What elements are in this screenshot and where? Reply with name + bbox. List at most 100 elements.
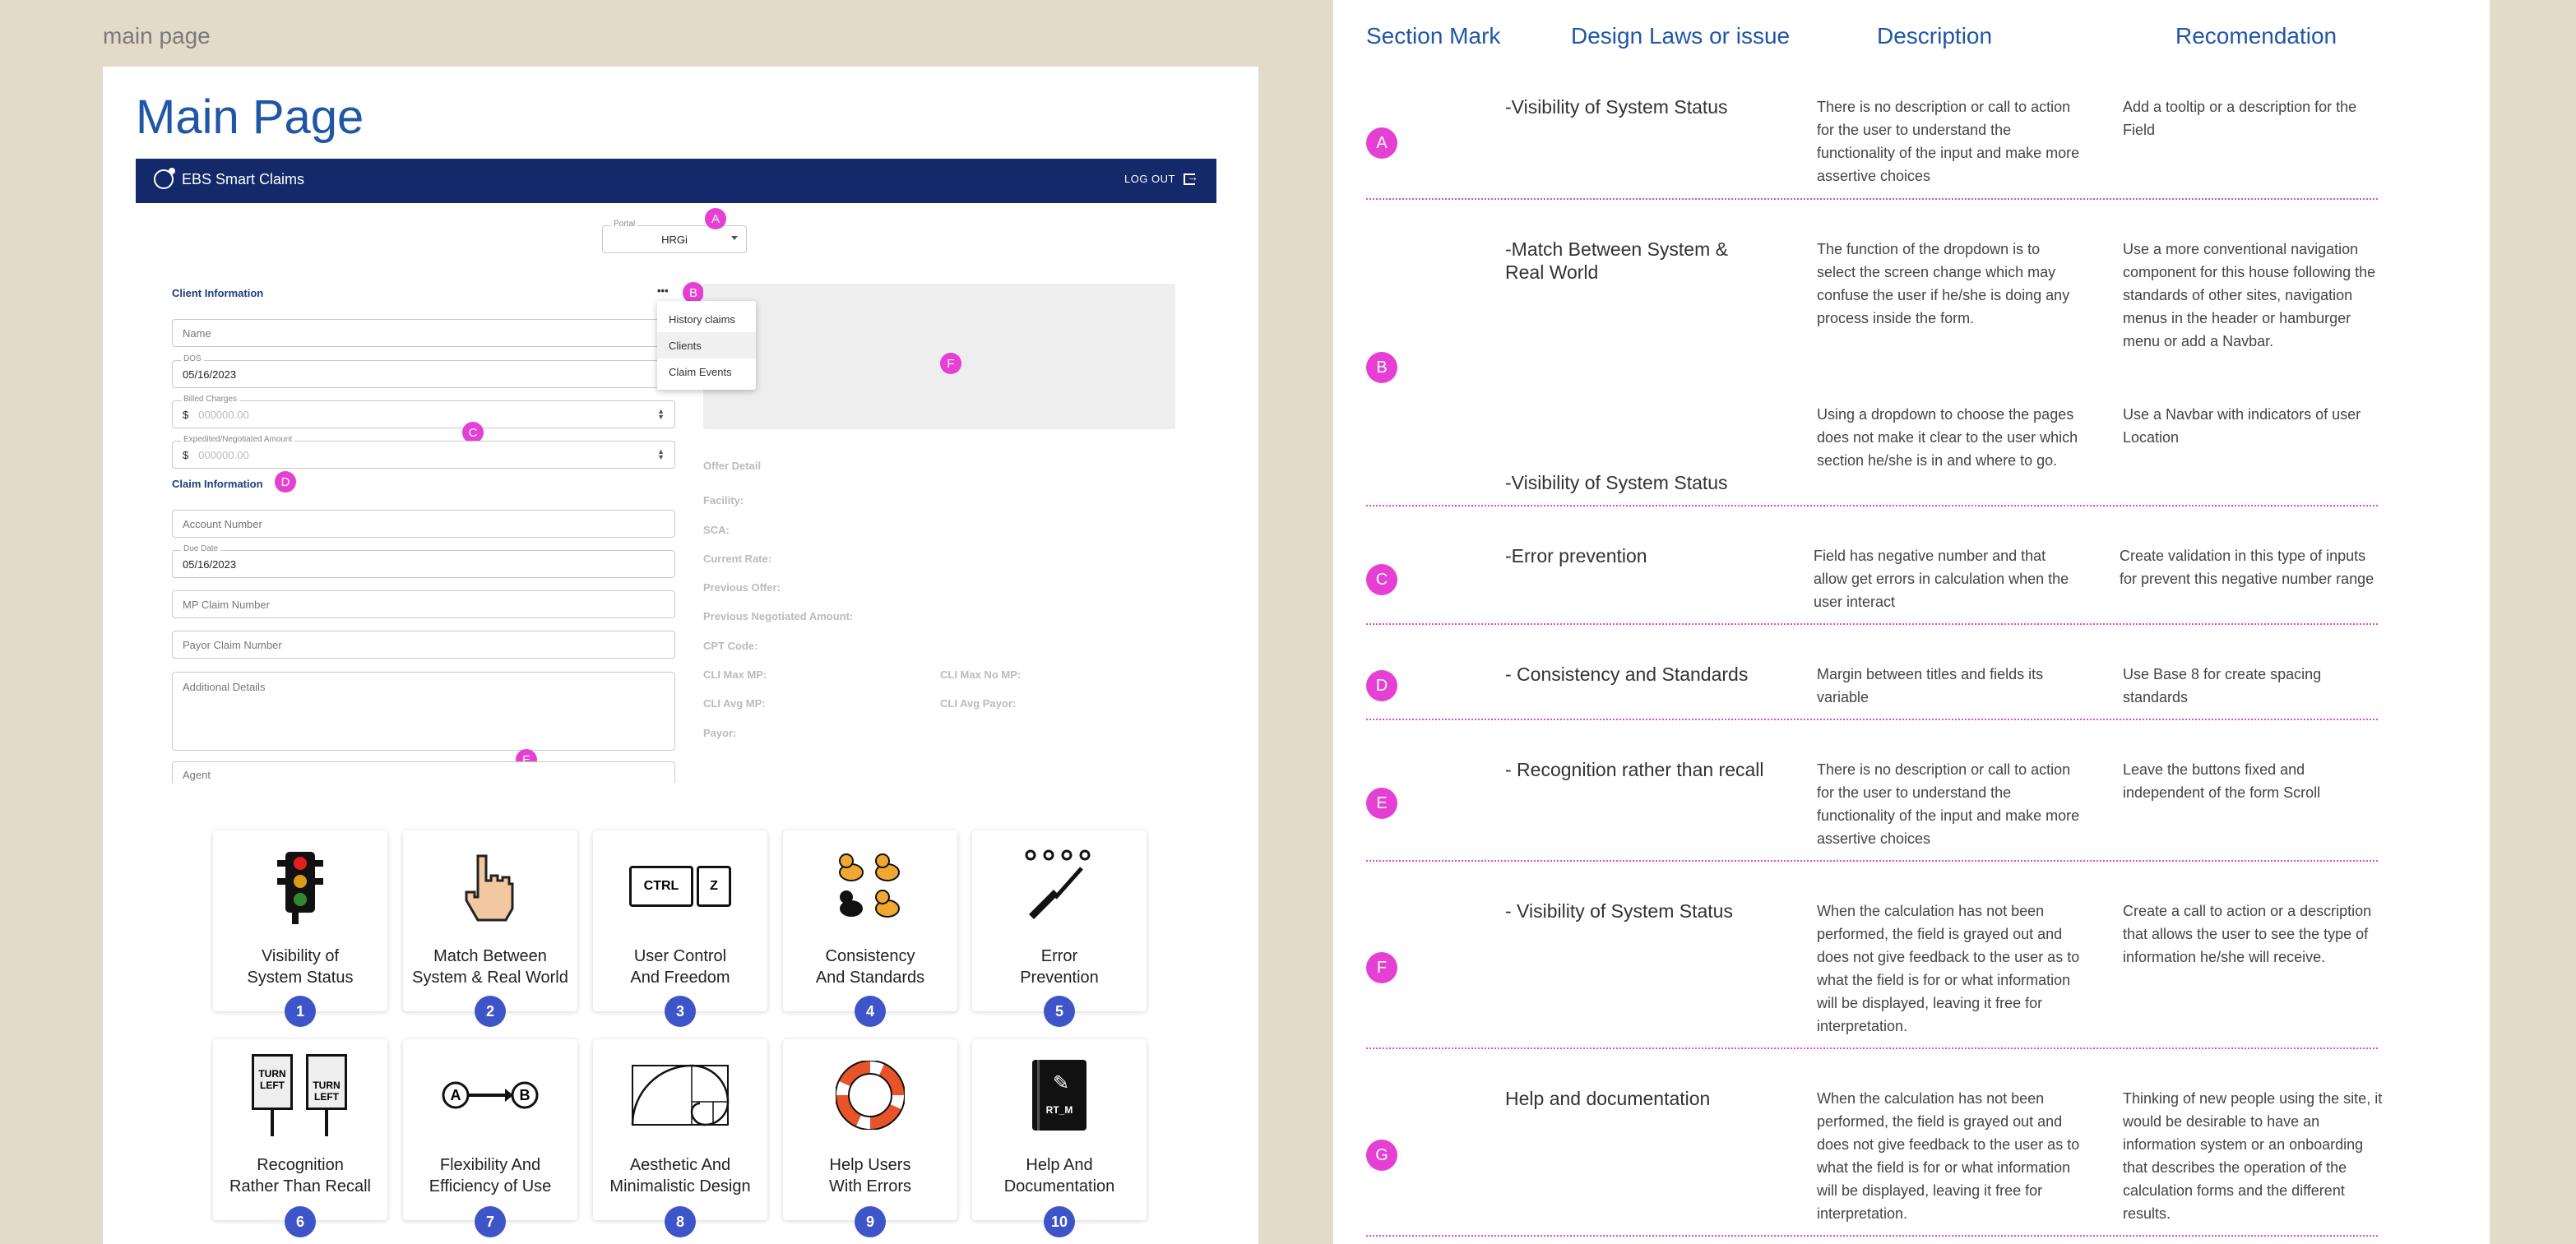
header-section-mark: Section Mark: [1366, 23, 1501, 49]
heuristic-label: Help And Documentation: [1003, 1156, 1115, 1195]
heuristic-label: Flexibility And Efficiency of Use: [429, 1156, 552, 1195]
recommendation: Add a tooltip or a description for the F…: [2123, 99, 2357, 138]
portal-select[interactable]: Portal HRGi: [602, 220, 747, 253]
brand[interactable]: EBS Smart Claims: [154, 168, 305, 189]
svg-text:B: B: [520, 1087, 530, 1103]
svg-text:A: A: [451, 1087, 461, 1103]
description: There is no description or call to actio…: [1817, 99, 2080, 184]
name-placeholder: Name: [183, 326, 211, 340]
cli-max-no-mp-label: CLI Max No MP:: [940, 668, 1022, 681]
agent-placeholder: Agent: [183, 769, 211, 781]
menu-item-history-claims[interactable]: History claims: [669, 312, 735, 326]
heuristic-card-2: Match Between System & Real World 2: [403, 830, 577, 1027]
description: There is no description or call to actio…: [1817, 761, 2080, 847]
heuristic-number-badge: 4: [855, 996, 886, 1027]
heuristic-label: Consistency And Standards: [815, 947, 925, 987]
mp-claim-number-field[interactable]: MP Claim Number: [172, 590, 675, 618]
payor-claim-placeholder: Payor Claim Number: [183, 638, 282, 651]
logout-button[interactable]: LOG OUT: [1124, 170, 1199, 186]
design-law: Help and documentation: [1505, 1088, 1711, 1109]
marker-f: F: [940, 353, 961, 374]
currency-symbol: $: [183, 408, 189, 421]
analysis-table: Section Mark Design Laws or issue Descri…: [1333, 0, 2490, 1244]
marker-b: B: [683, 282, 704, 303]
due-date-value: 05/16/2023: [183, 557, 237, 571]
table-row: A -Visibility of System Status There is …: [1366, 82, 2378, 200]
heuristic-number-badge: 10: [1044, 1206, 1075, 1237]
heuristic-number-badge: 5: [1044, 996, 1075, 1027]
heuristic-card-5: Error Prevention 5: [972, 830, 1147, 1027]
heuristic-label: Error Prevention: [1020, 947, 1099, 987]
golden-spiral-icon: [593, 1054, 767, 1136]
additional-details-field[interactable]: Additional Details: [172, 672, 675, 751]
life-ring-icon: [783, 1054, 957, 1136]
design-law: -Error prevention: [1505, 545, 1647, 567]
heuristic-number-badge: 1: [285, 996, 316, 1027]
heuristic-number-badge: 6: [285, 1206, 316, 1237]
frame-label: main page: [103, 23, 211, 49]
stepper-icon[interactable]: ▲ ▼: [657, 407, 665, 421]
header-design-laws: Design Laws or issue: [1571, 23, 1791, 49]
description: Field has negative number and that allow…: [1814, 548, 2069, 610]
section-mark: A: [1366, 127, 1397, 159]
chevron-down-icon: [731, 236, 738, 240]
heuristic-label: Help Users With Errors: [829, 1156, 911, 1195]
previous-negotiated-label: Previous Negotiated Amount:: [703, 610, 854, 622]
facility-label: Facility:: [703, 494, 744, 506]
logout-label: LOG OUT: [1124, 173, 1175, 185]
turn-left-signs-icon: TURN LEFT TURN LEFT: [213, 1054, 387, 1136]
menu-item-claim-events[interactable]: Claim Events: [669, 365, 732, 378]
section-mark: G: [1366, 1140, 1397, 1171]
additional-details-placeholder: Additional Details: [183, 681, 266, 693]
menu-item-clients[interactable]: Clients: [657, 332, 756, 358]
description: Margin between titles and fields its var…: [1817, 666, 2044, 705]
heuristic-card-8: Aesthetic And Minimalistic Design 8: [593, 1039, 767, 1237]
section-mark: C: [1366, 564, 1397, 595]
ducks-icon: [783, 845, 957, 927]
expedited-label: Expedited/Negotiated Amount: [181, 435, 295, 444]
traffic-light-icon: [213, 845, 387, 927]
section-mark: D: [1366, 670, 1397, 701]
cli-avg-payor-label: CLI Avg Payor:: [940, 697, 1017, 710]
design-law: -Visibility of System Status: [1505, 96, 1728, 118]
heuristic-card-6: TURN LEFT TURN LEFT Recognition Rather Than…: [213, 1039, 387, 1237]
marker-c: C: [462, 422, 484, 443]
claim-info-heading: Claim Information: [172, 478, 263, 490]
form-scroll-mask: [103, 783, 728, 816]
brand-name: EBS Smart Claims: [182, 170, 305, 187]
dos-field[interactable]: DOS 05/16/2023: [172, 354, 675, 388]
mp-claim-placeholder: MP Claim Number: [183, 598, 270, 611]
sca-label: SCA:: [703, 524, 730, 536]
table-row: B -Match Between System & Real World The…: [1366, 200, 2378, 506]
recommendation: Thinking of new people using the site, i…: [2123, 1090, 2383, 1222]
heuristic-label: Visibility of System Status: [247, 947, 354, 987]
description: The function of the dropdown is to selec…: [1817, 241, 2070, 326]
design-law: - Recognition rather than recall: [1505, 759, 1764, 780]
payor-claim-number-field[interactable]: Payor Claim Number: [172, 631, 675, 659]
name-field[interactable]: Name: [172, 319, 675, 347]
heuristic-card-10: ✎ RT_M Help And Documentation 10: [972, 1039, 1147, 1237]
ctrl-z-icon: CTRL Z: [593, 845, 767, 927]
description: Using a dropdown to choose the pages doe…: [1817, 406, 2078, 469]
more-menu-icon[interactable]: •••: [657, 284, 669, 297]
description: When the calculation has not been perfor…: [1817, 903, 2080, 1034]
portal-label: Portal: [611, 220, 638, 229]
manual-book-icon: ✎ RT_M: [972, 1054, 1147, 1136]
billed-charges-field[interactable]: Billed Charges $ 000000.00 ▲ ▼: [172, 395, 675, 428]
page-dropdown-menu: History claims Clients Claim Events: [657, 301, 756, 390]
heuristic-number-badge: 9: [855, 1206, 886, 1237]
cli-max-mp-label: CLI Max MP:: [703, 668, 767, 681]
due-date-field[interactable]: Due Date 05/16/2023: [172, 544, 675, 578]
account-number-field[interactable]: Account Number: [172, 510, 675, 538]
heuristic-card-4: Consistency And Standards 4: [783, 830, 957, 1027]
client-info-heading: Client Information: [172, 287, 264, 299]
recommendation: Use a more conventional navigation compo…: [2123, 241, 2376, 349]
marker-d: D: [275, 471, 296, 493]
recommendation: Create validation in this type of inputs…: [2120, 548, 2374, 587]
table-row: F - Visibility of System Status When the…: [1366, 862, 2378, 1049]
stepper-icon[interactable]: ▲ ▼: [657, 447, 665, 461]
logout-icon: [1184, 170, 1199, 185]
heuristic-card-3: CTRL Z User Control And Freedom 3: [593, 830, 767, 1027]
expedited-amount-field[interactable]: Expedited/Negotiated Amount $ 000000.00 …: [172, 435, 675, 469]
main-page-frame: Main Page EBS Smart Claims LOG OUT Porta…: [103, 67, 1258, 1244]
